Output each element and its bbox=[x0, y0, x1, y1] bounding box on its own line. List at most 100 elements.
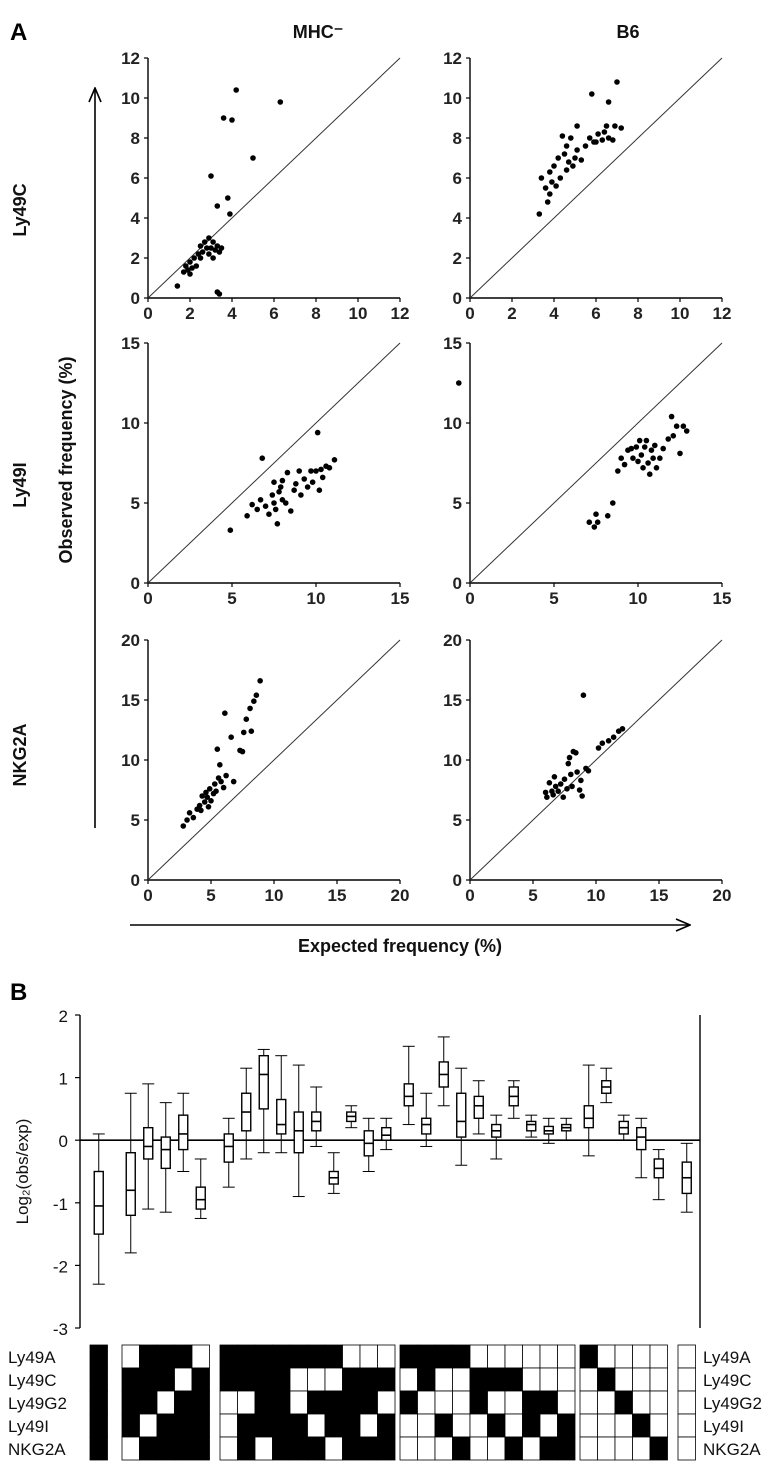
data-point bbox=[641, 444, 648, 450]
data-point bbox=[227, 527, 234, 533]
x-tick-label: 10 bbox=[671, 304, 690, 323]
box bbox=[542, 1117, 555, 1144]
matrix-cell bbox=[632, 1367, 651, 1392]
data-point bbox=[206, 251, 212, 257]
x-tick-label: 0 bbox=[143, 589, 152, 608]
scatter-mhc-ly49i: 0 5 10 15 0 5 10 15 bbox=[121, 334, 462, 608]
y-tick-label: 12 bbox=[443, 49, 462, 68]
data-point bbox=[205, 804, 212, 810]
matrix-cell bbox=[237, 1390, 256, 1415]
data-point bbox=[314, 429, 321, 436]
data-point bbox=[569, 783, 575, 790]
matrix-cell bbox=[504, 1367, 523, 1392]
data-point bbox=[635, 458, 641, 465]
data-point bbox=[279, 477, 286, 484]
matrix-cell bbox=[417, 1367, 436, 1392]
matrix-cell bbox=[597, 1436, 616, 1461]
data-point bbox=[595, 745, 602, 751]
y-tick-label: 10 bbox=[121, 751, 140, 770]
box bbox=[177, 1092, 190, 1172]
matrix-cell bbox=[417, 1390, 436, 1415]
matrix-cell bbox=[557, 1367, 576, 1392]
row-title-ly49c: Ly49C bbox=[10, 183, 30, 236]
box bbox=[582, 1064, 595, 1157]
matrix-cell bbox=[614, 1344, 633, 1369]
data-point bbox=[214, 243, 221, 249]
matrix-cell bbox=[677, 1367, 696, 1392]
matrix-cell bbox=[522, 1390, 541, 1415]
identity-line bbox=[469, 639, 723, 881]
matrix-cell bbox=[469, 1413, 488, 1438]
box bbox=[194, 1158, 207, 1219]
matrix-cell bbox=[539, 1344, 558, 1369]
data-point bbox=[201, 799, 208, 805]
matrix-cell bbox=[522, 1367, 541, 1392]
data-point bbox=[665, 436, 672, 442]
box-body bbox=[456, 1092, 467, 1138]
data-point bbox=[559, 133, 566, 139]
matrix-cell bbox=[487, 1344, 506, 1369]
matrix-cell bbox=[139, 1413, 158, 1438]
box bbox=[240, 1067, 253, 1160]
data-point bbox=[593, 139, 599, 145]
data-point bbox=[589, 91, 595, 97]
data-point bbox=[277, 484, 284, 490]
data-point bbox=[652, 442, 658, 449]
data-point bbox=[619, 726, 626, 732]
data-point bbox=[244, 513, 250, 519]
data-point bbox=[563, 167, 570, 173]
shared-y-label: Observed frequency (%) bbox=[56, 356, 76, 563]
matrix-cell bbox=[324, 1436, 343, 1461]
box-body bbox=[125, 1152, 136, 1217]
data-point bbox=[203, 789, 209, 796]
y-tick-label: 10 bbox=[121, 414, 140, 433]
matrix-cell bbox=[191, 1390, 210, 1415]
box bbox=[680, 1142, 693, 1213]
y-tick-label: 0 bbox=[453, 574, 462, 593]
matrix-cell bbox=[579, 1390, 598, 1415]
data-point bbox=[579, 793, 585, 799]
data-point bbox=[259, 455, 266, 462]
matrix-cell bbox=[174, 1413, 193, 1438]
data-point bbox=[646, 471, 653, 478]
y-tick-label: 6 bbox=[131, 169, 140, 188]
data-point bbox=[542, 185, 549, 191]
box bbox=[292, 1064, 305, 1198]
matrix-cell bbox=[632, 1413, 651, 1438]
data-point bbox=[271, 500, 277, 506]
matrix-cell bbox=[89, 1390, 108, 1415]
data-point bbox=[233, 87, 239, 93]
matrix-cell bbox=[324, 1413, 343, 1438]
matrix-cell bbox=[557, 1390, 576, 1415]
data-point bbox=[187, 271, 193, 277]
data-point bbox=[227, 211, 233, 217]
data-point bbox=[578, 157, 585, 163]
data-point bbox=[276, 489, 282, 495]
matrix-cell bbox=[219, 1390, 238, 1415]
identity-line bbox=[147, 639, 401, 881]
y-tick-label: 15 bbox=[121, 691, 140, 710]
data-point bbox=[560, 794, 567, 800]
matrix-cell bbox=[399, 1367, 418, 1392]
data-point bbox=[555, 788, 561, 794]
matrix-cell bbox=[399, 1413, 418, 1438]
matrix-cell bbox=[539, 1367, 558, 1392]
data-point bbox=[274, 521, 281, 527]
data-point bbox=[316, 487, 323, 494]
data-point bbox=[633, 444, 640, 450]
data-point bbox=[304, 484, 311, 490]
box bbox=[490, 1114, 503, 1160]
data-point bbox=[572, 155, 578, 161]
matrix-cell bbox=[399, 1436, 418, 1461]
x-tick-label: 6 bbox=[591, 304, 600, 323]
data-point bbox=[199, 249, 206, 255]
data-point bbox=[284, 469, 291, 476]
data-point bbox=[650, 455, 656, 462]
matrix-cell bbox=[139, 1390, 158, 1415]
data-point bbox=[216, 291, 223, 297]
box bbox=[635, 1117, 648, 1179]
matrix-row-label-left: Ly49A bbox=[8, 1348, 56, 1367]
data-point bbox=[298, 492, 304, 498]
data-point bbox=[206, 786, 213, 792]
matrix-cell bbox=[632, 1390, 651, 1415]
